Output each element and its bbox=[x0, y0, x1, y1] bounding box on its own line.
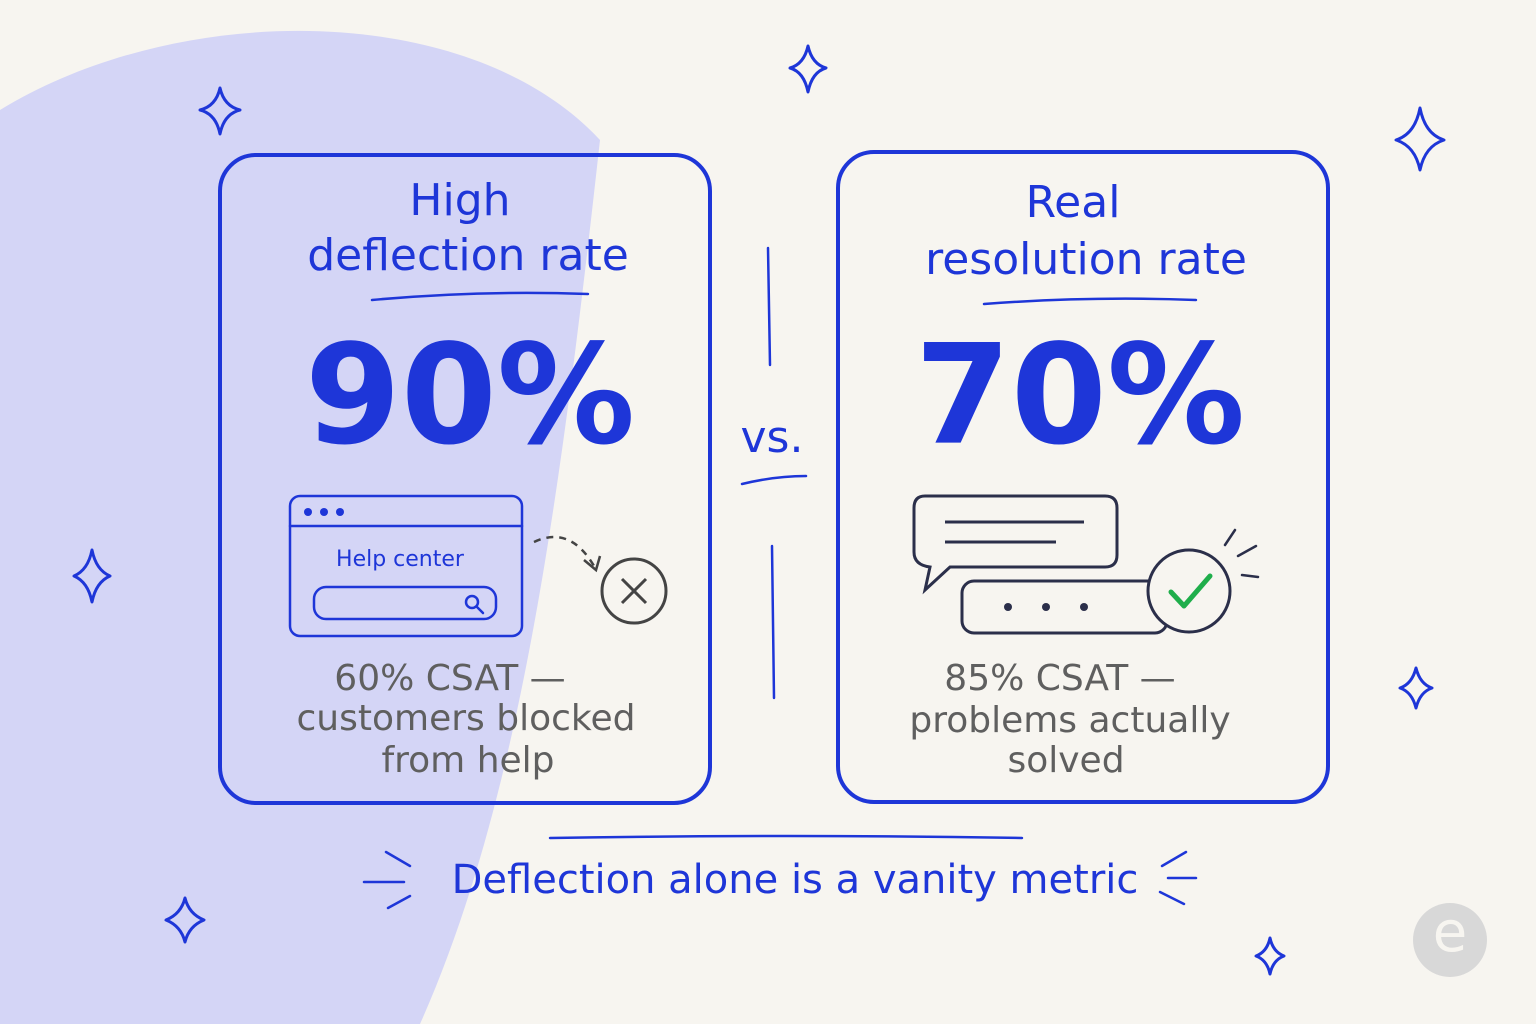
metric: 70% bbox=[915, 315, 1245, 476]
caption: solved bbox=[1007, 740, 1124, 781]
caption: customers blocked bbox=[297, 698, 636, 739]
caption: from help bbox=[381, 740, 554, 781]
stars bbox=[72, 44, 1446, 976]
chat-illustration bbox=[912, 494, 1260, 635]
separator: vs. bbox=[741, 246, 808, 700]
right-card: Real resolution rate 70% 85% CSAT — prob… bbox=[836, 150, 1330, 804]
tagline: Deflection alone is a vanity metric bbox=[452, 857, 1139, 903]
card-title: Real bbox=[1026, 177, 1121, 228]
caption: 60% CSAT — bbox=[334, 658, 565, 699]
logo: e bbox=[1413, 900, 1487, 977]
logo-letter: e bbox=[1433, 900, 1467, 965]
tagline-group: Deflection alone is a vanity metric bbox=[362, 834, 1198, 910]
card-title: deflection rate bbox=[307, 230, 629, 281]
caption: 85% CSAT — bbox=[944, 658, 1175, 699]
vs-label: vs. bbox=[741, 412, 804, 463]
card-frame bbox=[836, 150, 1330, 804]
underline bbox=[370, 291, 590, 302]
card-title: High bbox=[409, 175, 510, 226]
underline bbox=[982, 297, 1198, 306]
metric: 90% bbox=[305, 315, 635, 476]
illustration-label: Help center bbox=[336, 547, 465, 572]
card-title: resolution rate bbox=[925, 234, 1247, 285]
card-frame bbox=[218, 153, 712, 805]
help-center-illustration: Help center bbox=[288, 494, 668, 638]
left-card: High deflection rate 90% Help center 60%… bbox=[218, 153, 712, 805]
caption: problems actually bbox=[909, 700, 1230, 741]
background-blob bbox=[0, 30, 600, 1024]
